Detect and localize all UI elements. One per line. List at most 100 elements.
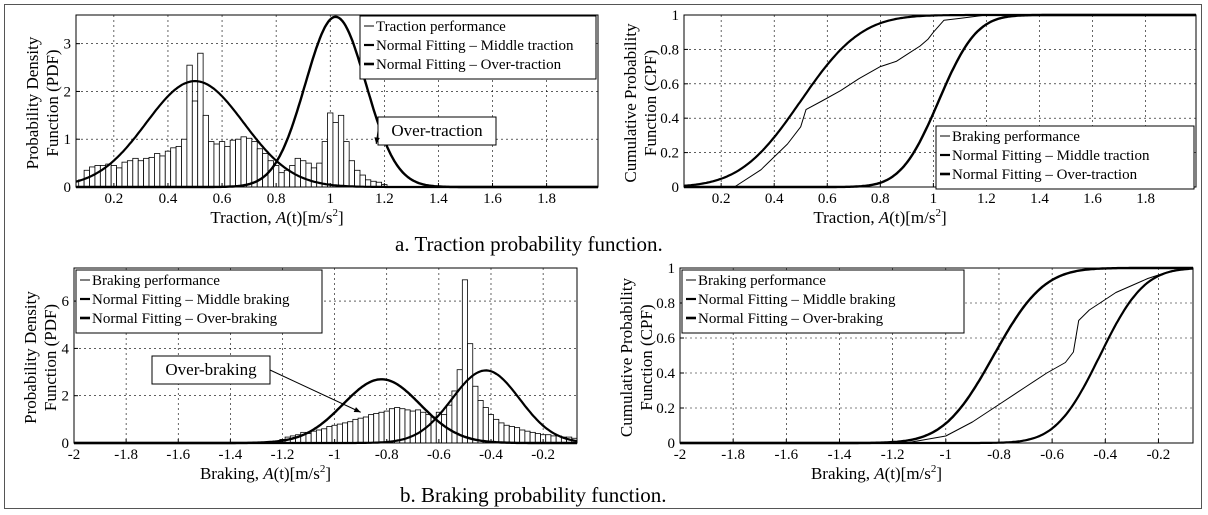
legend-entry: Braking performance [92,273,220,289]
y-axis-label: Cumulative ProbabilityFunction (CPF) [617,277,656,437]
y-axis-label: Probability DensityFunction (PDF) [21,291,60,424]
histogram-bar [487,414,495,444]
annotation: Over-braking [151,355,361,413]
histogram-bar [326,426,333,444]
histogram-bar [399,408,406,444]
y-tick-label: 0 [62,436,70,452]
x-axis-label: Traction, A(t)[m/s2] [813,207,946,227]
y-tick-label: 0.2 [656,401,675,417]
histogram-bar [343,141,350,188]
x-tick-label: -1.4 [828,447,852,463]
annotation-box [377,116,497,146]
histogram-bar [224,145,231,188]
histogram-bar [352,418,359,444]
plot-frame [679,267,1194,444]
y-tick-label: 0.8 [656,296,675,312]
plot-frame [73,267,578,444]
x-tick-label: -1.8 [721,447,745,463]
histogram-bar [305,162,312,188]
histogram-bar [191,100,199,188]
histogram-bar [132,157,139,188]
histogram-bar [461,279,468,444]
annotation-label: Over-braking [165,360,257,379]
histogram-bar [315,429,322,444]
histogram-bar [368,414,375,444]
histogram-bar [477,400,484,444]
histogram-bar [321,428,328,444]
histogram-bar [357,417,364,444]
x-axis-label: Traction, A(t)[m/s2] [210,207,343,227]
histogram-bar [332,122,339,188]
x-tick-label: -0.2 [1147,447,1171,463]
y-tick-label: 2 [62,389,70,405]
legend-box [681,269,965,334]
histogram-bar [529,431,536,444]
x-tick-label: -0.4 [1093,447,1117,463]
y-tick-label: 0.6 [660,77,679,93]
legend: Traction performance Normal Fitting – Mid… [359,15,597,80]
caption-braking: b. Braking probability function. [400,483,667,507]
x-tick-label: 0.8 [871,191,890,207]
histogram-bar [310,167,318,188]
histogram-bar [337,114,345,188]
histogram-bar [126,160,134,188]
histogram-bar [229,139,236,188]
annotation-arrowhead [353,407,361,413]
histogram-bar [137,160,145,188]
histogram-bar [514,427,521,444]
legend-entry: Normal Fitting – Middle braking [698,292,896,308]
y-tick-label: 0.6 [656,331,675,347]
x-tick-label: 1.8 [1136,191,1155,207]
histogram-bar [498,422,505,444]
histogram-bar [467,343,474,444]
annotation-label: Over-traction [391,121,483,140]
histogram-bar [327,112,334,188]
y-tick-label: 1 [672,8,680,24]
x-tick-label: 0.6 [213,191,232,207]
histogram-bar [446,404,453,444]
histogram-bar [294,157,301,188]
x-tick-label: -1.4 [218,447,242,463]
x-tick-label: 1.6 [1083,191,1102,207]
histogram-bar [409,410,416,444]
x-tick-label: 0.6 [818,191,837,207]
y-tick-label: 0.2 [660,146,679,162]
legend-box [935,125,1195,190]
x-tick-label: -0.4 [479,447,503,463]
x-tick-label: -1 [940,447,953,463]
histogram-bar [218,141,226,188]
histogram-bar [347,421,354,444]
x-tick-label: -0.6 [1040,447,1064,463]
x-tick-label: 0.2 [104,191,123,207]
y-tick-label: 1 [64,132,72,148]
x-tick-label: 1 [930,191,938,207]
y-tick-label: 2 [64,84,72,100]
x-tick-label: -1.6 [166,447,190,463]
histogram-bar [383,410,390,444]
legend-entry: Normal Fitting – Middle traction [952,148,1150,164]
x-tick-label: 1.2 [375,191,394,207]
histogram-bar [359,174,366,188]
histogram-bar [240,136,247,188]
x-tick-label: 0.8 [267,191,286,207]
x-tick-label: -1.8 [114,447,138,463]
x-tick-label: 1.2 [977,191,996,207]
histogram [274,279,578,444]
histogram-bar [170,147,177,188]
x-tick-label: -0.8 [375,447,399,463]
histogram-bar [545,434,552,444]
histogram-bar [202,114,209,188]
annotation-arrowhead [374,137,380,144]
histogram-bar [197,52,204,188]
histogram-bar [283,169,291,188]
y-tick-label: 0.8 [660,42,679,58]
x-tick-label: 1.8 [537,191,556,207]
x-tick-label: -2 [674,447,687,463]
histogram-bar [245,137,253,188]
legend-entry: Normal Fitting – Over-traction [952,167,1138,183]
y-tick-label: 0.4 [656,366,675,382]
histogram-bar [235,138,242,188]
legend-entry: Normal Fitting – Over-traction [376,57,562,73]
x-tick-label: -1.6 [774,447,798,463]
histogram-bar [441,414,448,444]
